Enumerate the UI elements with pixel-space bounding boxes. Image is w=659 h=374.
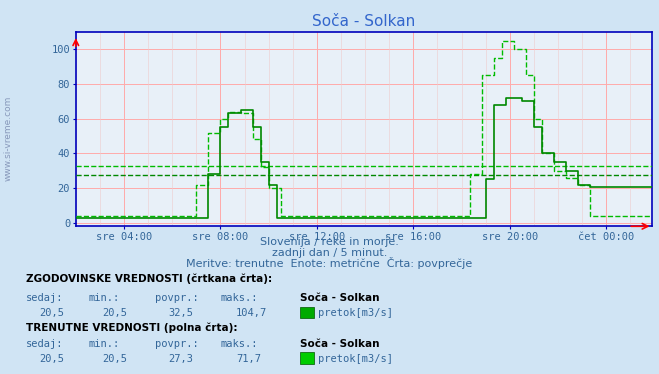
Text: povpr.:: povpr.: (155, 293, 198, 303)
Text: ZGODOVINSKE VREDNOSTI (črtkana črta):: ZGODOVINSKE VREDNOSTI (črtkana črta): (26, 274, 272, 284)
Text: min.:: min.: (89, 293, 120, 303)
Text: sedaj:: sedaj: (26, 339, 64, 349)
Text: pretok[m3/s]: pretok[m3/s] (318, 308, 393, 318)
Text: min.:: min.: (89, 339, 120, 349)
Text: povpr.:: povpr.: (155, 339, 198, 349)
Text: sedaj:: sedaj: (26, 293, 64, 303)
Text: maks.:: maks.: (221, 339, 258, 349)
Text: 20,5: 20,5 (102, 308, 127, 318)
Text: 20,5: 20,5 (102, 354, 127, 364)
Text: maks.:: maks.: (221, 293, 258, 303)
Text: Slovenija / reke in morje.: Slovenija / reke in morje. (260, 237, 399, 247)
Text: 32,5: 32,5 (168, 308, 193, 318)
Text: Soča - Solkan: Soča - Solkan (300, 293, 380, 303)
Text: 20,5: 20,5 (40, 354, 65, 364)
Text: 27,3: 27,3 (168, 354, 193, 364)
Text: 71,7: 71,7 (236, 354, 261, 364)
Text: www.si-vreme.com: www.si-vreme.com (4, 96, 13, 181)
Text: pretok[m3/s]: pretok[m3/s] (318, 354, 393, 364)
Text: Soča - Solkan: Soča - Solkan (300, 339, 380, 349)
Text: Meritve: trenutne  Enote: metrične  Črta: povprečje: Meritve: trenutne Enote: metrične Črta: … (186, 257, 473, 269)
Title: Soča - Solkan: Soča - Solkan (312, 14, 416, 29)
Text: zadnji dan / 5 minut.: zadnji dan / 5 minut. (272, 248, 387, 258)
Text: 20,5: 20,5 (40, 308, 65, 318)
Text: TRENUTNE VREDNOSTI (polna črta):: TRENUTNE VREDNOSTI (polna črta): (26, 322, 238, 333)
Text: 104,7: 104,7 (236, 308, 267, 318)
